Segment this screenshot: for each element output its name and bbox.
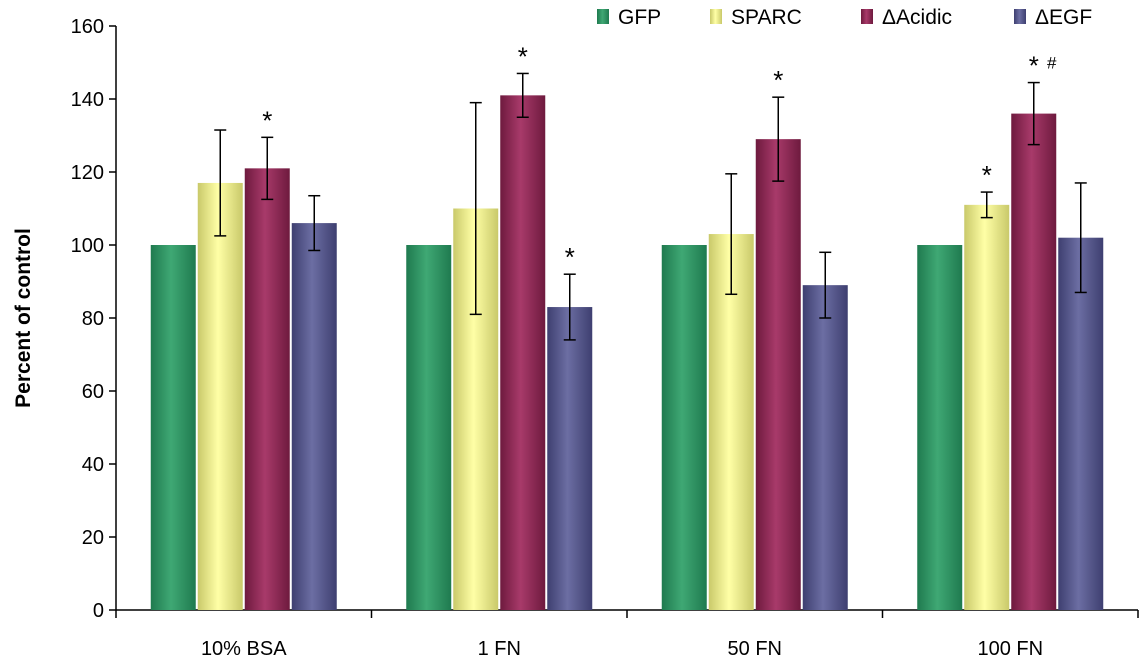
significance-annotations: * * * * * * #	[262, 41, 1057, 272]
y-tick-label: 140	[71, 89, 104, 111]
bar	[244, 168, 290, 610]
bar	[291, 223, 337, 610]
legend-label: ΔEGF	[1035, 6, 1092, 29]
legend-label: ΔAcidic	[882, 6, 952, 29]
bar	[1011, 113, 1057, 610]
y-tick-label: 0	[93, 600, 104, 622]
bar	[500, 95, 546, 611]
legend: GFP SPARC ΔAcidic ΔEGF	[597, 6, 1092, 29]
legend-label: SPARC	[731, 6, 802, 29]
bar	[708, 234, 754, 611]
significance-marker-hash: #	[1047, 54, 1057, 73]
y-tick-label: 160	[71, 16, 104, 38]
y-tick-label: 100	[71, 235, 104, 257]
x-tick-label: 100 FN	[977, 638, 1043, 660]
bar	[197, 182, 243, 610]
legend-swatch	[710, 9, 722, 24]
x-tick-label: 50 FN	[728, 638, 782, 660]
y-tick-label: 120	[71, 162, 104, 184]
significance-marker: *	[262, 105, 272, 135]
legend-swatch	[597, 9, 609, 24]
bar	[406, 245, 452, 610]
bar	[661, 245, 707, 610]
bar	[964, 204, 1010, 610]
legend-label: GFP	[618, 6, 661, 29]
y-tick-label: 40	[82, 454, 104, 476]
x-axis: 10% BSA 1 FN 50 FN 100 FN	[115, 609, 1139, 660]
significance-marker: *	[982, 160, 992, 190]
x-tick-label: 1 FN	[478, 638, 521, 660]
bar	[802, 285, 848, 610]
significance-marker: *	[565, 242, 575, 272]
bar	[1058, 237, 1104, 610]
significance-marker: *	[1029, 51, 1039, 81]
y-tick-label: 20	[82, 527, 104, 549]
y-tick-label: 60	[82, 381, 104, 403]
legend-swatch	[861, 9, 873, 24]
bar	[547, 307, 593, 610]
bar	[150, 245, 196, 610]
legend-swatch	[1014, 9, 1026, 24]
bars	[150, 95, 1104, 611]
bar	[917, 245, 963, 610]
x-tick-label: 10% BSA	[201, 638, 287, 660]
y-tick-label: 80	[82, 308, 104, 330]
significance-marker: *	[773, 65, 783, 95]
y-axis: 0 20 40 60 80 100 120 140 160	[71, 16, 117, 622]
error-bars	[214, 72, 1087, 341]
significance-marker: *	[518, 41, 528, 71]
bar	[755, 139, 801, 610]
y-axis-label: Percent of control	[12, 228, 35, 408]
